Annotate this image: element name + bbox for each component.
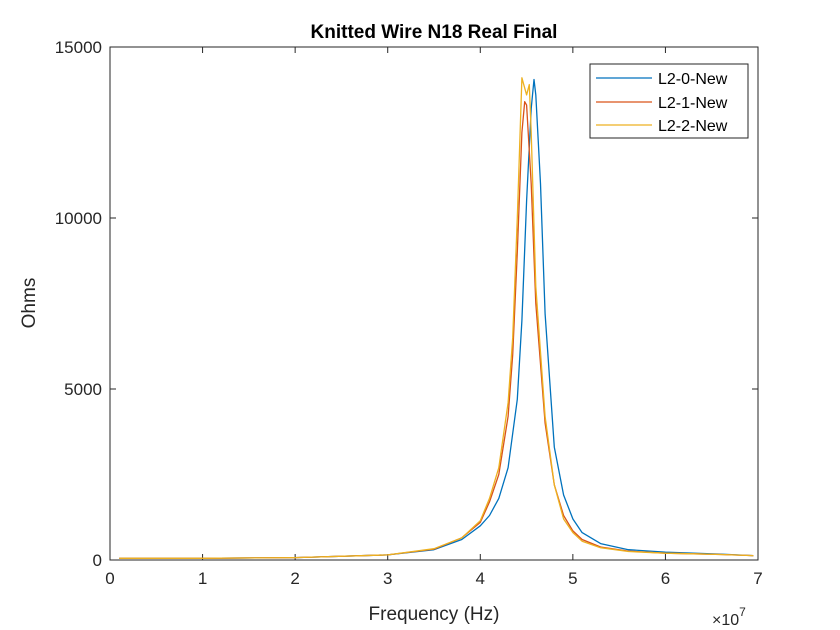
legend: L2-0-New L2-1-New L2-2-New: [589, 63, 749, 139]
series-line-2: [119, 77, 754, 559]
x-axis-exponent-power: 7: [739, 605, 746, 619]
x-tick-label-2: 2: [290, 569, 299, 588]
x-tick-label-4: 4: [476, 569, 485, 588]
legend-label-0: L2-0-New: [658, 71, 728, 88]
series-lines: [119, 77, 754, 559]
x-tick-label-1: 1: [198, 569, 207, 588]
legend-label-1: L2-1-New: [658, 95, 728, 112]
x-tick-label-0: 0: [105, 569, 114, 588]
chart-title: Knitted Wire N18 Real Final: [311, 22, 558, 43]
x-tick-label-3: 3: [383, 569, 392, 588]
series-line-0: [119, 78, 754, 559]
legend-label-2: L2-2-New: [658, 118, 728, 135]
x-axis-exponent: ×107: [712, 605, 746, 629]
y-tick-label-1: 5000: [64, 380, 102, 399]
x-tick-label-6: 6: [661, 569, 670, 588]
y-tick-label-3: 15000: [55, 38, 102, 57]
legend-box: [589, 63, 749, 139]
x-axis-exponent-base: ×10: [712, 612, 739, 629]
x-tick-label-7: 7: [753, 569, 762, 588]
x-axis-label: Frequency (Hz): [369, 604, 500, 625]
x-tick-label-5: 5: [568, 569, 577, 588]
y-tick-label-0: 0: [93, 551, 102, 570]
y-tick-label-2: 10000: [55, 209, 102, 228]
y-axis-label: Ohms: [19, 278, 40, 329]
